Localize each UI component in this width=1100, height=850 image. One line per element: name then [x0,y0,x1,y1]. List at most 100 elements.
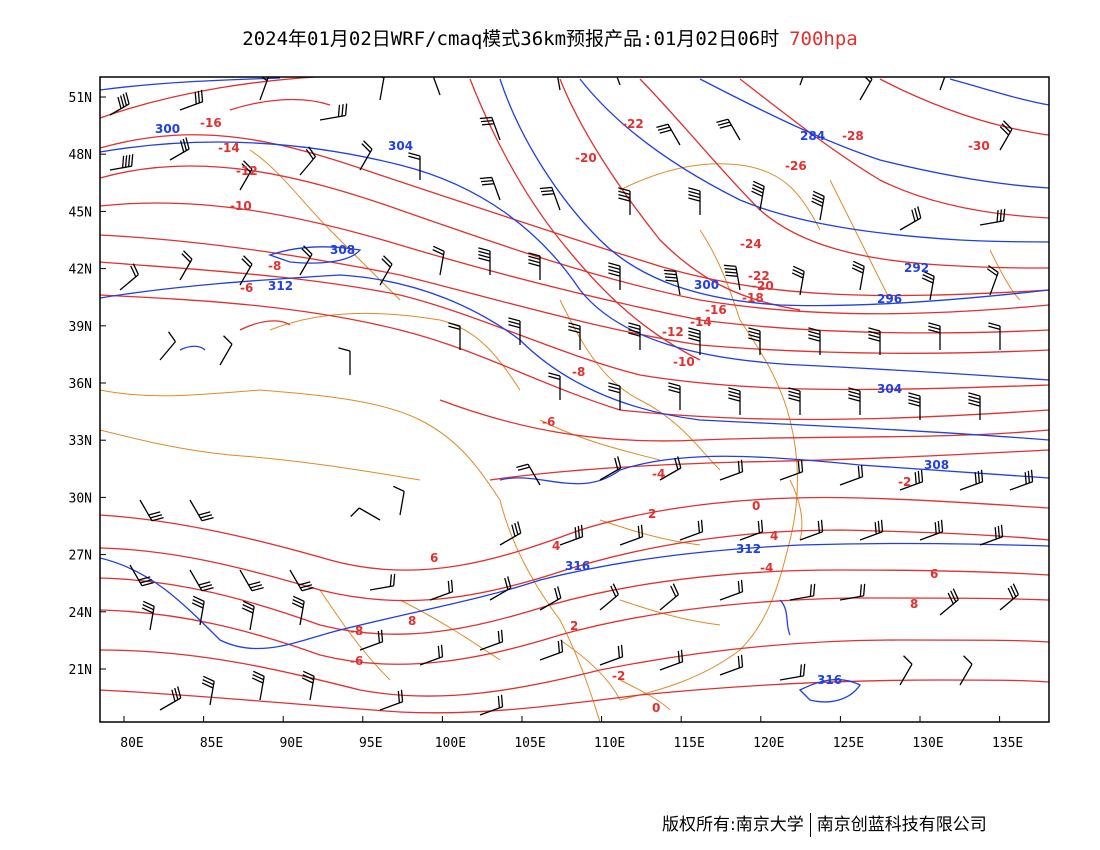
height-contour [100,274,1049,441]
temperature-contour [100,679,1049,714]
wind-barb [851,260,865,291]
lon-label: 80E [120,736,143,751]
footer-left: 版权所有:南京大学 [662,815,804,835]
temperature-contour [100,529,1049,602]
border-line [100,389,601,722]
temperature-contour [229,98,331,111]
wind-barb [448,322,461,350]
temperature-label: -10 [673,355,695,369]
wind-barb [739,519,764,541]
wind-barb [659,456,682,481]
wind-barb [129,564,154,587]
temperature-label: -22 [622,117,644,131]
lat-label: 42N [69,263,92,278]
footer-separator [809,813,811,837]
wind-barb [719,459,744,481]
wind-barb [516,463,541,486]
temperature-contour [739,78,1049,219]
temperature-label: -14 [218,141,240,155]
lat-label: 33N [69,434,92,449]
footer-copyright: 版权所有:南京大学 南京创蓝科技有限公司 [662,810,987,837]
wind-barb [251,670,265,701]
temperature-contour [239,320,291,331]
wind-barb [719,654,744,676]
wind-barb [338,347,351,375]
border-lines [100,149,1021,722]
temperature-labels: -16-14-12-10-8-6-22-20-26-28-30-24-22-20… [200,116,990,715]
wind-barb [379,689,404,711]
height-contour [267,246,362,264]
wind-barb [668,382,681,410]
wind-barb [479,116,501,141]
height-contour [779,599,791,636]
temperature-label: -4 [760,561,773,575]
chart-title: 2024年01月02日WRF/cmaq模式36km预报产品:01月02日06时 7… [0,24,1100,51]
border-line [619,679,671,711]
temperature-label: -12 [236,164,258,178]
temperature-contour [100,165,1049,315]
lon-label: 105E [514,736,545,751]
wind-barb [679,519,704,541]
temperature-label: 4 [552,539,560,553]
map-frame [99,76,1050,723]
wind-barb [999,120,1013,151]
temperature-label: -6 [350,654,363,668]
wind-barb [189,569,214,592]
wind-barb [119,263,139,291]
temperature-label: -20 [575,151,597,165]
wind-barb [159,686,182,711]
wind-barb [728,387,741,415]
temperature-contour [100,639,1049,697]
lat-label: 39N [69,320,92,335]
height-label: 304 [877,382,902,396]
wind-barb [848,387,861,415]
wind-barb [779,663,806,681]
temperature-contour [439,399,1049,442]
wind-barb [559,524,584,546]
temperature-label: 8 [408,614,416,628]
temperature-label: 0 [652,701,660,715]
wind-barb [616,77,621,86]
border-line [319,589,391,681]
title-level: 700hpa [789,28,858,50]
wind-barb [539,186,561,211]
wind-barb [239,255,253,286]
wind-barb [979,208,1006,226]
lat-label: 21N [69,663,92,678]
height-label: 300 [155,122,180,136]
wind-barb [539,639,564,661]
temperature-label: 4 [770,529,778,543]
wind-barb [663,269,681,296]
wind-barb [139,499,164,522]
wind-barb [369,573,396,591]
temperature-contour [100,234,1049,354]
wind-barb [109,92,130,116]
lon-label: 135E [992,736,1023,751]
wind-barb [219,335,233,366]
wind-barb [109,154,134,171]
title-main: 2024年01月02日WRF/cmaq模式36km预报产品:01月02日06时 [242,28,780,50]
temperature-label: -22 [748,269,770,283]
border-line [619,229,798,701]
wind-barb [191,595,205,626]
wind-barb [859,519,884,541]
lon-label: 115E [674,736,705,751]
wind-barb [659,583,679,611]
wind-barb [1009,469,1034,491]
wind-barb [719,579,744,601]
wind-barb [839,464,864,486]
wind-barb [921,270,935,301]
longitude-axis: 80E 85E 90E 95E 100E 105E 110E 115E 120E 125E 130E… [120,716,1023,751]
wind-barb [141,600,155,631]
wind-barb [379,255,393,286]
temperature-label: -2 [612,669,625,683]
wind-barb [432,245,445,276]
border-line [539,419,661,461]
temperature-label: -20 [752,279,774,293]
height-label: 316 [817,673,842,687]
wind-barb [499,521,522,546]
height-label: 284 [800,129,825,143]
lon-label: 125E [833,736,864,751]
border-line [249,149,401,301]
